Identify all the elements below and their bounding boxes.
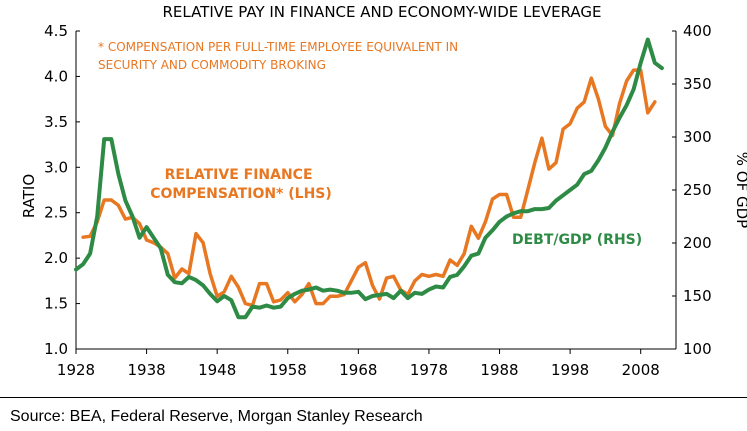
y-right-tick-label: 350	[683, 75, 712, 93]
y-left-tick-label: 1.0	[44, 340, 68, 358]
y-right-tick-label: 200	[683, 234, 712, 252]
x-tick-label: 1948	[198, 361, 236, 379]
footnote: * COMPENSATION PER FULL-TIME EMPLOYEE EQ…	[98, 40, 462, 72]
footnote-line-2: SECURITY AND COMMODITY BROKING	[98, 58, 326, 72]
y-left-tick-label: 4.5	[44, 22, 68, 40]
axes: 1.0 1.5 2.0 2.5 3.0 3.5 4.0 4.5 100 150 200 250 300 3…	[44, 22, 712, 379]
y-right-tick-label: 250	[683, 181, 712, 199]
y-right-tick-label: 300	[683, 128, 712, 146]
series-layer	[74, 37, 664, 320]
series-label-compensation-line-2: COMPENSATION* (LHS)	[150, 186, 332, 202]
source-note: Source: BEA, Federal Reserve, Morgan Sta…	[10, 408, 423, 425]
series-label-compensation-line-1: RELATIVE FINANCE	[165, 167, 313, 183]
x-tick-label: 1928	[57, 361, 95, 379]
y-axis-label-left: RATIO	[20, 174, 38, 218]
x-tick-label: 1968	[339, 361, 377, 379]
x-tick-label: 1998	[551, 361, 589, 379]
y-left-tick-label: 1.5	[44, 295, 68, 313]
series-line-compensation	[81, 68, 657, 308]
y-right-tick-label: 400	[683, 22, 712, 40]
y-left-tick-label: 3.5	[44, 113, 68, 131]
y-right-tick-label: 150	[683, 287, 712, 305]
y-left-tick-label: 4.0	[44, 67, 68, 85]
x-tick-label: 2008	[622, 361, 660, 379]
y-right-tick-label: 100	[683, 340, 712, 358]
series-line-debt-gdp	[74, 37, 664, 320]
y-axis-label-right: % OF GDP	[733, 152, 747, 228]
series-label-debt-gdp: DEBT/GDP (RHS)	[512, 232, 642, 248]
x-tick-label: 1978	[410, 361, 448, 379]
x-tick-label: 1938	[127, 361, 165, 379]
x-tick-label: 1988	[480, 361, 518, 379]
y-left-tick-label: 3.0	[44, 158, 68, 176]
divider	[0, 397, 747, 398]
series-label-compensation: RELATIVE FINANCE COMPENSATION* (LHS)	[150, 167, 332, 202]
x-tick-label: 1958	[269, 361, 307, 379]
y-left-tick-label: 2.5	[44, 204, 68, 222]
chart-title: RELATIVE PAY IN FINANCE AND ECONOMY-WIDE…	[162, 3, 601, 21]
y-left-tick-label: 2.0	[44, 249, 68, 267]
footnote-line-1: * COMPENSATION PER FULL-TIME EMPLOYEE EQ…	[98, 40, 458, 54]
